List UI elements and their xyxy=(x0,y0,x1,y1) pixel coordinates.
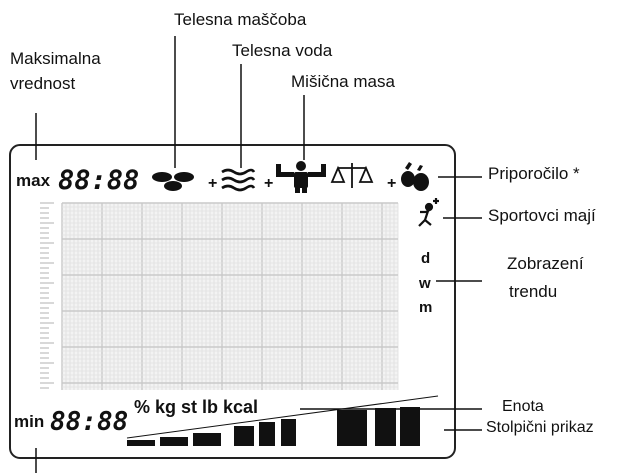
bar-indicator xyxy=(126,395,439,446)
label-vrednost: vrednost xyxy=(10,74,76,93)
plus-water: + xyxy=(208,175,217,192)
body-fat-icon xyxy=(152,172,194,191)
label-zobrazeni: Zobrazení xyxy=(507,254,584,273)
athlete-icon xyxy=(418,198,439,227)
plus-muscle: + xyxy=(264,175,273,192)
max-label: max xyxy=(16,171,51,190)
bar-segment xyxy=(193,433,221,446)
label-enota: Enota xyxy=(502,398,544,415)
lcd-frame xyxy=(9,144,456,459)
water-icon xyxy=(221,168,256,192)
bar-segment xyxy=(127,440,155,446)
label-telesna-voda: Telesna voda xyxy=(232,41,333,60)
muscle-mass-icon xyxy=(276,161,326,193)
label-sportovci: Sportovci mají xyxy=(488,206,596,225)
label-maksimalna: Maksimalna xyxy=(10,49,101,68)
trend-month: m xyxy=(419,299,432,316)
bar-segment xyxy=(337,410,367,446)
balance-icon xyxy=(330,163,374,188)
bar-segment xyxy=(375,408,396,446)
y-scale-ticks xyxy=(40,202,54,389)
label-stolpicni: Stolpični prikaz xyxy=(486,419,594,436)
bar-segment xyxy=(281,419,296,446)
leader-lines xyxy=(35,36,482,473)
label-misicna-masa: Mišična masa xyxy=(291,72,395,91)
min-label: min xyxy=(14,412,44,431)
label-priporocilo: Priporočilo * xyxy=(488,164,580,183)
bar-segment xyxy=(400,407,420,446)
bar-segment xyxy=(160,437,188,446)
trend-day: d xyxy=(421,250,430,267)
bar-segment xyxy=(234,426,254,446)
label-trendu: trendu xyxy=(509,282,558,301)
max-digits: 88:88 xyxy=(58,165,139,196)
min-digits: 88:88 xyxy=(50,407,128,437)
recommendation-icon xyxy=(401,162,429,191)
trend-week: w xyxy=(418,275,431,292)
label-telesna-mascoba: Telesna maščoba xyxy=(174,10,307,29)
graph-grid xyxy=(61,202,399,390)
bar-guide-line xyxy=(126,395,439,439)
bar-segment xyxy=(259,422,275,446)
units-text: % kg st lb kcal xyxy=(134,397,258,417)
plus-recommendation: + xyxy=(387,175,396,192)
